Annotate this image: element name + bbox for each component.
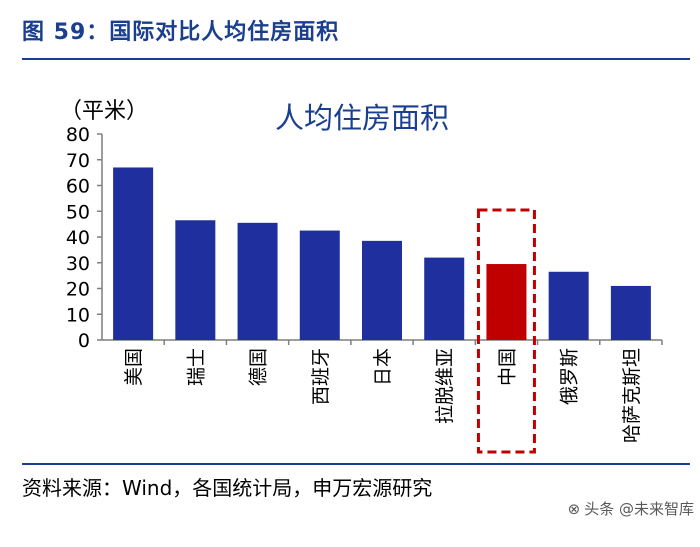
bar-8 xyxy=(610,285,651,340)
bar-4 xyxy=(362,240,402,340)
y-tick-label: 70 xyxy=(66,150,90,172)
x-tick-label: 德国 xyxy=(248,348,270,386)
bar-0 xyxy=(113,167,154,340)
bar-2 xyxy=(237,222,278,340)
x-tick-label: 美国 xyxy=(123,348,145,386)
bar-5 xyxy=(424,257,465,340)
x-tick-label: 西班牙 xyxy=(310,348,332,405)
bar-7 xyxy=(548,271,589,340)
source-divider xyxy=(22,463,690,465)
figure-title: 图 59：国际对比人均住房面积 xyxy=(22,20,340,45)
bar-chart: 人均住房面积 （平米） 0 10 20 30 40 50 60 70 80 美国 瑞士 德国 西班牙 日本 拉脱… xyxy=(60,99,663,454)
y-tick-label: 50 xyxy=(66,201,90,223)
x-tick-label: 哈萨克斯坦 xyxy=(621,348,643,443)
y-tick-label: 0 xyxy=(78,330,90,352)
x-tick-label: 俄罗斯 xyxy=(559,348,581,405)
y-tick-label: 30 xyxy=(66,253,90,275)
bar-3 xyxy=(299,230,340,340)
source-note: 资料来源：Wind，各国统计局，申万宏源研究 xyxy=(22,476,433,500)
watermark-text: 头条 @未来智库 xyxy=(584,500,694,518)
x-tick-label: 拉脱维亚 xyxy=(434,348,456,424)
chart-title: 人均住房面积 xyxy=(275,101,449,135)
x-tick-label: 中国 xyxy=(496,348,518,386)
watermark-logo-icon: ⊗ xyxy=(567,500,581,518)
title-divider xyxy=(22,58,690,60)
bar-1 xyxy=(175,220,216,340)
watermark: ⊗ 头条 @未来智库 xyxy=(568,498,694,519)
y-tick-label: 20 xyxy=(66,279,90,301)
x-tick-label: 日本 xyxy=(372,348,394,386)
y-tick-label: 60 xyxy=(66,176,90,198)
y-tick-label: 40 xyxy=(66,227,90,249)
bar-6 xyxy=(486,264,527,340)
highlight-box xyxy=(476,208,536,454)
y-axis-label: （平米） xyxy=(60,99,148,124)
y-tick-label: 10 xyxy=(66,304,90,326)
x-tick-label: 瑞士 xyxy=(185,348,207,386)
y-tick-label: 80 xyxy=(66,124,90,146)
